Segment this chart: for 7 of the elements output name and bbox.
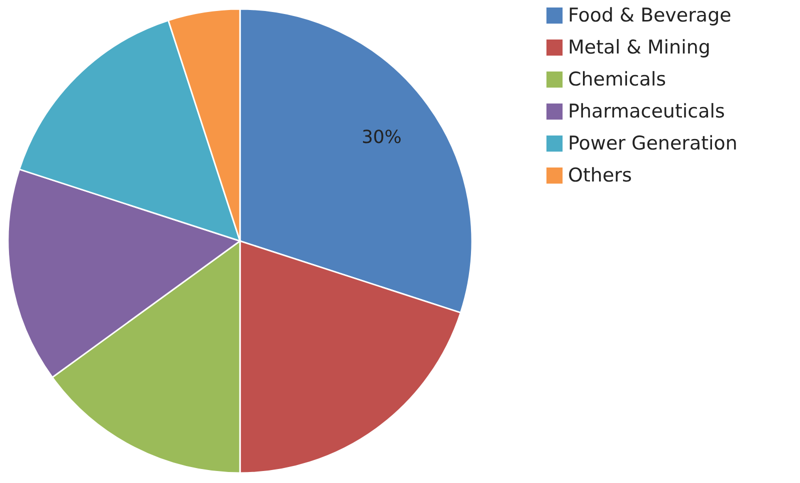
data-label: 30% [362, 127, 402, 148]
legend-label: Chemicals [568, 68, 666, 90]
legend-label: Metal & Mining [568, 36, 710, 58]
legend-label: Others [568, 164, 632, 186]
legend-label: Food & Beverage [568, 4, 732, 26]
legend-label: Power Generation [568, 132, 738, 154]
legend-label: Pharmaceuticals [568, 100, 725, 122]
